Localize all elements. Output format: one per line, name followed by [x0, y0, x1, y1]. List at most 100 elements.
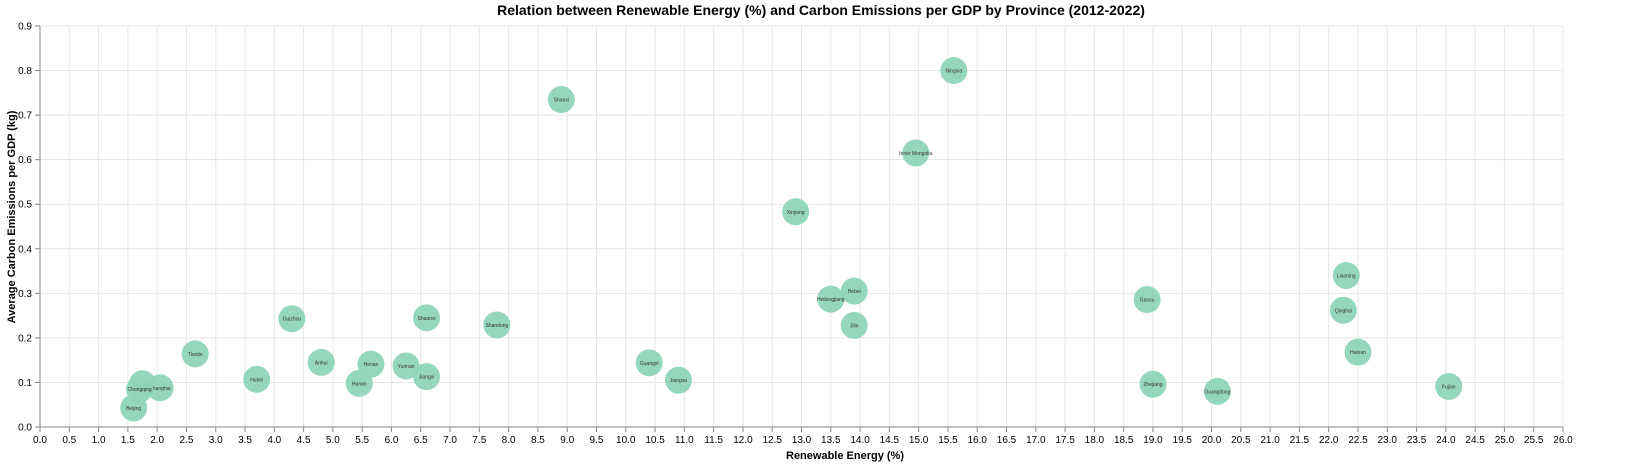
x-tick-label: 10.5 [645, 435, 665, 446]
point-label: Jilin [850, 323, 859, 329]
point-marker [782, 198, 810, 226]
y-tick-label: 0.6 [18, 155, 32, 166]
point-label: Guangxi [640, 361, 659, 367]
data-point: Jilin [840, 311, 868, 339]
x-tick-label: 23.5 [1407, 435, 1427, 446]
x-tick-label: 16.0 [967, 435, 987, 446]
y-tick-label: 0.9 [18, 22, 32, 33]
point-label: Shaanxi [418, 316, 436, 322]
point-marker [840, 311, 868, 339]
point-marker [413, 363, 441, 391]
point-label: Fujian [1442, 384, 1456, 390]
point-marker [1133, 286, 1161, 314]
x-tick-label: 4.0 [267, 435, 281, 446]
point-label: Guizhou [283, 317, 302, 323]
point-marker [547, 86, 575, 114]
data-point: Yunnan [392, 352, 420, 380]
x-tick-label: 13.0 [792, 435, 812, 446]
point-label: Xinjiang [787, 210, 805, 216]
data-point: Qinghai [1329, 296, 1357, 324]
x-tick-label: 22.0 [1319, 435, 1339, 446]
point-marker [307, 348, 335, 376]
x-tick-label: 25.5 [1524, 435, 1544, 446]
x-tick-label: 7.5 [472, 435, 486, 446]
data-point: Hunan [345, 369, 373, 397]
x-tick-label: 15.5 [938, 435, 958, 446]
data-point: Guizhou [278, 305, 306, 333]
y-tick-label: 0.8 [18, 66, 32, 77]
data-point: Anhui [307, 348, 335, 376]
x-tick-label: 19.0 [1143, 435, 1163, 446]
x-tick-label: 18.5 [1114, 435, 1134, 446]
data-point: Guangxi [635, 349, 663, 377]
point-marker [1332, 262, 1360, 290]
x-tick-label: 20.0 [1202, 435, 1222, 446]
point-marker [278, 305, 306, 333]
x-tick-label: 24.5 [1465, 435, 1485, 446]
x-tick-label: 21.0 [1260, 435, 1280, 446]
point-label: Chongqing [127, 387, 151, 393]
point-label: Henan [364, 362, 379, 368]
x-tick-label: 3.0 [209, 435, 223, 446]
point-label: Hebei [848, 289, 861, 295]
x-tick-label: 16.5 [997, 435, 1017, 446]
point-marker [243, 365, 271, 393]
x-tick-label: 21.5 [1290, 435, 1310, 446]
point-label: Jiangsu [670, 378, 687, 384]
point-label: Zhejiang [1143, 382, 1162, 388]
x-tick-label: 18.0 [1085, 435, 1105, 446]
point-label: Shandong [485, 323, 508, 329]
data-points: Ningxia Shanxi Inner Mongolia Xinjiang Liaon… [120, 57, 1463, 422]
x-tick-label: 5.5 [355, 435, 369, 446]
point-marker [413, 304, 441, 332]
point-label: Inner Mongolia [899, 151, 932, 157]
point-label: Shanxi [554, 98, 569, 104]
x-tick-label: 0.0 [33, 435, 47, 446]
point-label: Anhui [315, 360, 328, 366]
point-marker [345, 369, 373, 397]
point-label: Hunan [352, 381, 367, 387]
x-tick-label: 6.5 [414, 435, 428, 446]
point-marker [817, 285, 845, 313]
x-tick-label: 12.0 [733, 435, 753, 446]
x-tick-label: 4.5 [297, 435, 311, 446]
x-tick-label: 1.5 [121, 435, 135, 446]
x-tick-label: 1.0 [92, 435, 106, 446]
point-marker [635, 349, 663, 377]
point-marker [1139, 370, 1167, 398]
data-point: Shanxi [547, 86, 575, 114]
y-tick-label: 0.4 [18, 244, 32, 255]
x-tick-label: 6.0 [385, 435, 399, 446]
point-marker [840, 277, 868, 305]
x-tick-label: 9.0 [560, 435, 574, 446]
point-label: Hainan [1350, 350, 1366, 356]
y-tick-label: 0.3 [18, 289, 32, 300]
axes: 0.0 0.5 1.0 1.5 2.0 2.5 3.0 3.5 4.0 4.5 5.0 5.5 6.0 6… [18, 22, 1573, 447]
point-marker [1344, 338, 1372, 366]
point-marker [940, 57, 968, 85]
x-tick-label: 25.0 [1495, 435, 1515, 446]
x-tick-label: 20.5 [1231, 435, 1251, 446]
data-point: Xinjiang [782, 198, 810, 226]
y-tick-label: 0.1 [18, 378, 32, 389]
data-point: Hebei [840, 277, 868, 305]
point-label: Guangdong [1204, 389, 1230, 395]
data-point: Inner Mongolia [899, 139, 932, 167]
grid [39, 25, 1564, 428]
data-point: Tianjin [181, 340, 209, 368]
point-marker [1329, 296, 1357, 324]
point-marker [664, 366, 692, 394]
x-tick-label: 2.0 [150, 435, 164, 446]
x-tick-label: 14.0 [850, 435, 870, 446]
chart-title: Relation between Renewable Energy (%) an… [497, 2, 1145, 18]
x-tick-label: 15.0 [909, 435, 929, 446]
x-tick-label: 19.5 [1173, 435, 1193, 446]
point-marker [120, 394, 148, 422]
x-tick-label: 23.0 [1378, 435, 1398, 446]
x-axis-title: Renewable Energy (%) [786, 450, 904, 462]
x-tick-label: 26.0 [1553, 435, 1573, 446]
data-point: Guangdong [1203, 377, 1231, 405]
x-tick-label: 8.0 [502, 435, 516, 446]
point-label: Heilongjiang [817, 297, 845, 303]
data-point: Shaanxi [413, 304, 441, 332]
